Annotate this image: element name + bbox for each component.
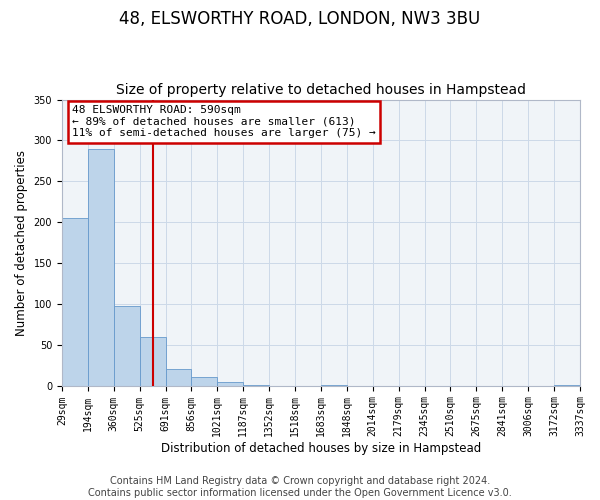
Bar bbox=[243, 385, 269, 386]
Bar bbox=[140, 336, 166, 386]
Bar bbox=[191, 376, 217, 386]
Bar bbox=[114, 306, 140, 386]
Y-axis label: Number of detached properties: Number of detached properties bbox=[15, 150, 28, 336]
Bar bbox=[217, 382, 243, 386]
Bar bbox=[321, 385, 347, 386]
X-axis label: Distribution of detached houses by size in Hampstead: Distribution of detached houses by size … bbox=[161, 442, 481, 455]
Title: Size of property relative to detached houses in Hampstead: Size of property relative to detached ho… bbox=[116, 83, 526, 97]
Bar bbox=[62, 218, 88, 386]
Bar bbox=[166, 370, 191, 386]
Bar bbox=[554, 385, 580, 386]
Text: 48 ELSWORTHY ROAD: 590sqm
← 89% of detached houses are smaller (613)
11% of semi: 48 ELSWORTHY ROAD: 590sqm ← 89% of detac… bbox=[72, 106, 376, 138]
Bar bbox=[88, 148, 114, 386]
Text: Contains HM Land Registry data © Crown copyright and database right 2024.
Contai: Contains HM Land Registry data © Crown c… bbox=[88, 476, 512, 498]
Text: 48, ELSWORTHY ROAD, LONDON, NW3 3BU: 48, ELSWORTHY ROAD, LONDON, NW3 3BU bbox=[119, 10, 481, 28]
